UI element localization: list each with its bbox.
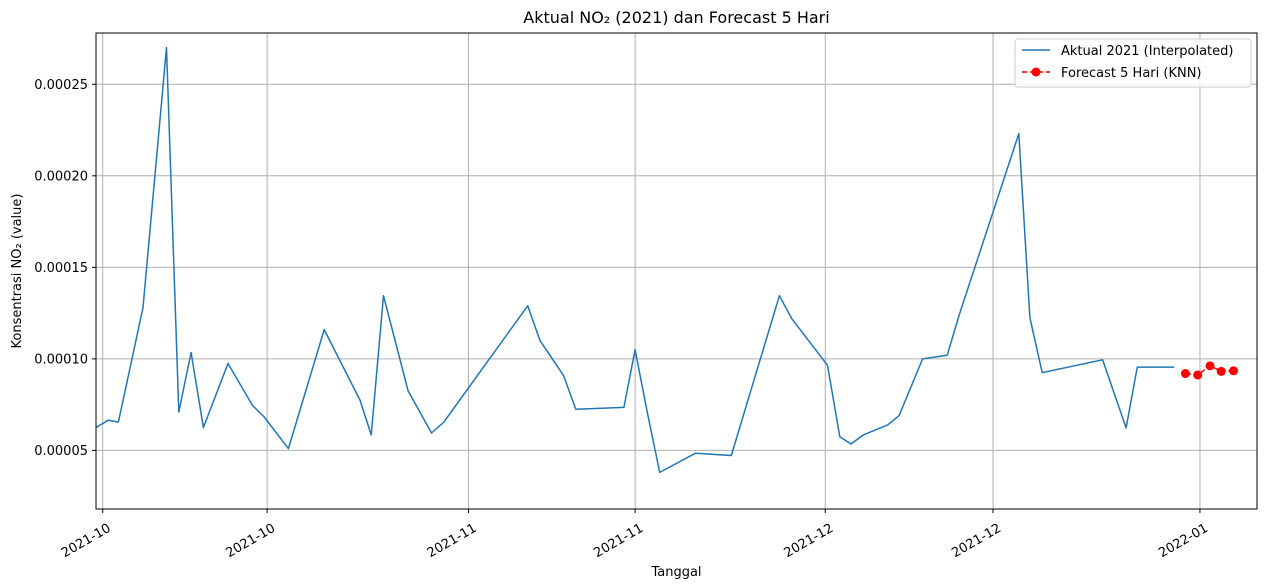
- y-tick-label: 0.00015: [34, 261, 88, 276]
- y-axis-title: Konsentrasi NO₂ (value): [10, 194, 25, 349]
- y-tick-label: 0.00025: [34, 78, 88, 93]
- x-tick-label: 2021-11: [591, 521, 646, 561]
- legend-label-actual: Aktual 2021 (Interpolated): [1061, 44, 1233, 59]
- grid-lines: [96, 33, 1257, 509]
- forecast-point: [1180, 369, 1190, 379]
- legend-marker-forecast: [1031, 67, 1041, 77]
- y-tick-label: 0.00020: [34, 169, 88, 184]
- x-tick-label: 2021-11: [425, 521, 480, 561]
- plot-frame: [95, 32, 1258, 510]
- forecast-point: [1216, 366, 1226, 376]
- forecast-point: [1193, 370, 1203, 380]
- x-axis: 2021-10 2021-10 2021-11 2021-11 2021-12 2021-…: [59, 509, 1211, 561]
- legend-box: [1014, 38, 1252, 88]
- y-tick-label: 0.00010: [34, 352, 88, 367]
- series-layer: [95, 46, 1239, 474]
- forecast-point: [1205, 361, 1215, 371]
- y-axis: 0.00005 0.00010 0.00015 0.00020 0.00025: [34, 78, 96, 459]
- x-tick-label: 2021-10: [59, 521, 114, 561]
- chart-title: Aktual NO₂ (2021) dan Forecast 5 Hari: [523, 8, 829, 27]
- x-tick-label: 2021-12: [949, 521, 1004, 561]
- legend: Aktual 2021 (Interpolated) Forecast 5 Ha…: [1014, 38, 1252, 88]
- actual-series-line: [95, 46, 1175, 474]
- x-axis-title: Tanggal: [650, 565, 701, 580]
- forecast-point: [1229, 366, 1239, 376]
- x-tick-label: 2021-10: [223, 521, 278, 561]
- y-tick-label: 0.00005: [34, 444, 88, 459]
- x-tick-label: 2022-01: [1156, 521, 1211, 561]
- x-tick-label: 2021-12: [782, 521, 837, 561]
- legend-label-forecast: Forecast 5 Hari (KNN): [1061, 66, 1202, 81]
